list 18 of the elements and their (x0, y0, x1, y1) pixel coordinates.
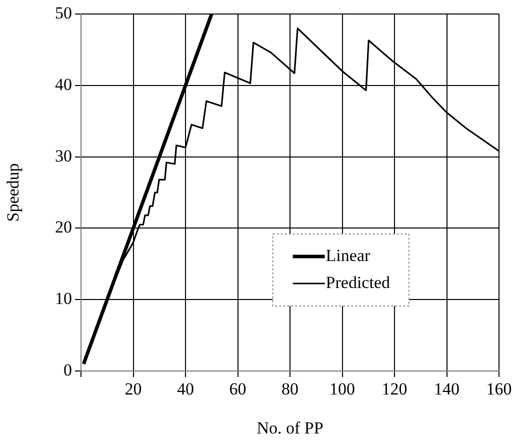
x-tick-label: 100 (330, 380, 355, 399)
y-tick-label: 50 (55, 3, 72, 22)
x-tick-label: 140 (434, 380, 460, 399)
y-tick-label: 10 (55, 289, 72, 308)
y-tick-label: 20 (55, 218, 72, 237)
y-axis-title: Speedup (4, 163, 23, 222)
y-tick-label: 40 (55, 74, 72, 94)
y-tick-label: 30 (55, 146, 72, 166)
x-tick-label: 80 (282, 380, 298, 399)
x-tick-label: 20 (124, 380, 142, 399)
legend-label: Predicted (326, 272, 390, 292)
x-tick-label: 40 (177, 380, 194, 399)
x-axis-title: No. of PP (256, 418, 324, 438)
x-tick-label: 120 (382, 380, 408, 399)
x-tick-label: 160 (486, 380, 512, 399)
legend-label: Linear (326, 246, 370, 265)
x-tick-label: 60 (229, 380, 246, 399)
y-tick-label: 0 (64, 360, 72, 380)
